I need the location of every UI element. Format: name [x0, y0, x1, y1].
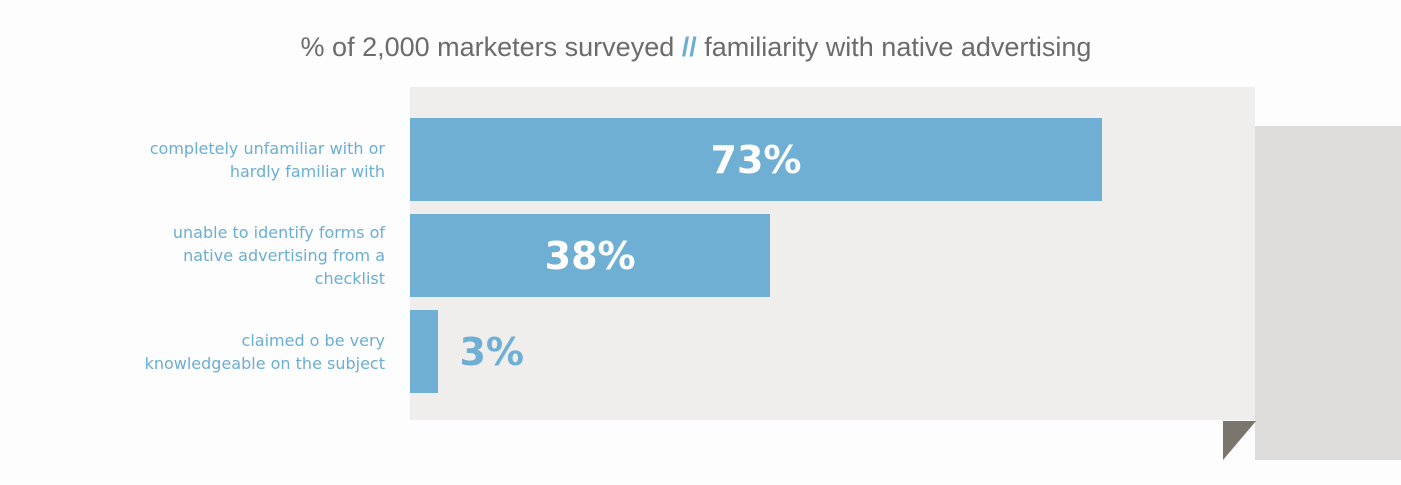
back-panel [1255, 126, 1401, 460]
value-label: 3% [459, 329, 524, 374]
chart-title: % of 2,000 marketers surveyed // familia… [0, 32, 1392, 63]
value-label: 73% [710, 137, 802, 182]
title-separator: // [681, 32, 697, 62]
bar [410, 310, 439, 393]
bar [410, 118, 1103, 201]
fold [1223, 421, 1256, 460]
bar [410, 214, 771, 297]
title-text: % of 2,000 marketers surveyed [300, 32, 675, 62]
value-label: 38% [544, 233, 636, 278]
category-label: completely unfamiliar with or hardly fam… [149, 138, 385, 181]
category-label: unable to identify forms of native adver… [172, 223, 385, 288]
title-text: familiarity with native advertising [704, 32, 1092, 62]
fold-triangle [1223, 421, 1256, 460]
category-label: claimed o be very knowledgeable on the s… [144, 330, 385, 373]
